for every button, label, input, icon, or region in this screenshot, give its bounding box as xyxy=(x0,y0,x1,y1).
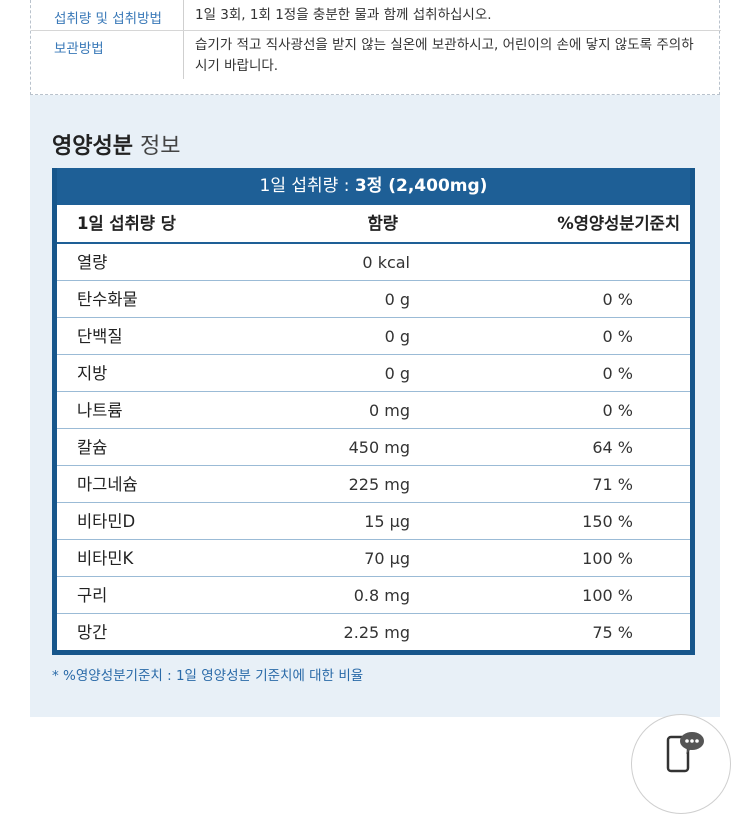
nutrient-row: 나트륨 0 mg 0 % xyxy=(57,392,690,429)
nutrient-amount: 0.8 mg xyxy=(353,586,410,605)
nutrition-column-headers: 1일 섭취량 당 함량 %영양성분기준치 xyxy=(57,205,690,244)
nutrient-row: 비타민D 15 μg 150 % xyxy=(57,503,690,540)
nutrient-row: 단백질 0 g 0 % xyxy=(57,318,690,355)
nutrient-row: 탄수화물 0 g 0 % xyxy=(57,281,690,318)
nutrient-name: 비타민K xyxy=(77,549,134,568)
info-label: 섭취량 및 섭취방법 xyxy=(54,11,162,27)
nutrient-daily-value: 0 % xyxy=(602,327,633,346)
nutrient-daily-value: 100 % xyxy=(582,586,633,605)
nutrient-row: 열량 0 kcal xyxy=(57,244,690,281)
info-value: 습기가 적고 직사광선을 받지 않는 실온에 보관하시고, 어린이의 손에 닿지… xyxy=(195,37,694,74)
serving-size-label: 1일 섭취량 : xyxy=(259,176,355,196)
nutrient-amount: 225 mg xyxy=(348,475,410,494)
nutrient-name: 단백질 xyxy=(77,327,123,346)
nutrient-name: 구리 xyxy=(77,586,108,605)
nutrient-amount: 0 mg xyxy=(368,401,410,420)
divider xyxy=(183,31,184,79)
serving-size-value: 3정 (2,400mg) xyxy=(354,176,488,196)
nutrient-daily-value: 150 % xyxy=(582,512,633,531)
daily-value-footnote: * %영양성분기준치 : 1일 영양성분 기준치에 대한 비율 xyxy=(52,668,364,684)
nutrition-heading-light: 정보 xyxy=(139,134,181,159)
nutrient-daily-value: 100 % xyxy=(582,549,633,568)
nutrient-row: 마그네슘 225 mg 71 % xyxy=(57,466,690,503)
nutrient-name: 열량 xyxy=(77,253,108,272)
nutrient-amount: 0 g xyxy=(384,364,410,383)
nutrient-amount: 0 kcal xyxy=(362,253,410,272)
nutrient-name: 마그네슘 xyxy=(77,475,138,494)
divider xyxy=(183,0,184,30)
info-label: 보관방법 xyxy=(54,41,104,57)
phone-chat-icon xyxy=(666,732,704,773)
product-info-table: 섭취량 및 섭취방법 1일 3회, 1회 1정을 충분한 물과 함께 섭취하십시… xyxy=(30,0,721,95)
nutrient-name: 지방 xyxy=(77,364,108,383)
nutrition-table: 1일 섭취량 : 3정 (2,400mg) 1일 섭취량 당 함량 %영양성분기… xyxy=(52,168,695,655)
nutrient-daily-value: 64 % xyxy=(592,438,633,457)
nutrient-amount: 15 μg xyxy=(364,512,410,531)
nutrient-name: 비타민D xyxy=(77,512,136,531)
column-header-amount: 함량 xyxy=(367,214,398,233)
nutrient-amount: 0 g xyxy=(384,290,410,309)
nutrient-daily-value: 71 % xyxy=(592,475,633,494)
nutrient-row: 비타민K 70 μg 100 % xyxy=(57,540,690,577)
nutrient-daily-value: 0 % xyxy=(602,364,633,383)
nutrition-heading-bold: 영양성분 xyxy=(52,134,133,159)
nutrient-daily-value: 0 % xyxy=(602,290,633,309)
nutrient-row: 망간 2.25 mg 75 % xyxy=(57,614,690,651)
serving-size-header: 1일 섭취량 : 3정 (2,400mg) xyxy=(57,168,690,205)
nutrient-name: 칼슘 xyxy=(77,438,108,457)
nutrient-amount: 0 g xyxy=(384,327,410,346)
nutrient-name: 탄수화물 xyxy=(77,290,138,309)
info-row-intake: 섭취량 및 섭취방법 1일 3회, 1회 1정을 충분한 물과 함께 섭취하십시… xyxy=(31,0,721,31)
nutrient-amount: 2.25 mg xyxy=(343,623,410,642)
nutrient-name: 망간 xyxy=(77,623,108,642)
column-header-per-serving: 1일 섭취량 당 xyxy=(77,214,176,233)
nutrient-amount: 450 mg xyxy=(348,438,410,457)
chat-contact-button[interactable] xyxy=(631,714,731,814)
nutrient-row: 구리 0.8 mg 100 % xyxy=(57,577,690,614)
nutrient-amount: 70 μg xyxy=(364,549,410,568)
nutrient-row: 지방 0 g 0 % xyxy=(57,355,690,392)
nutrient-name: 나트륨 xyxy=(77,401,123,420)
column-header-daily-value: %영양성분기준치 xyxy=(557,214,680,233)
nutrient-row: 칼슘 450 mg 64 % xyxy=(57,429,690,466)
nutrition-heading: 영양성분 정보 xyxy=(52,128,180,160)
info-row-storage: 보관방법 습기가 적고 직사광선을 받지 않는 실온에 보관하시고, 어린이의 … xyxy=(31,31,721,79)
nutrient-daily-value: 75 % xyxy=(592,623,633,642)
product-detail-panel: 섭취량 및 섭취방법 1일 3회, 1회 1정을 충분한 물과 함께 섭취하십시… xyxy=(30,0,721,717)
info-value: 1일 3회, 1회 1정을 충분한 물과 함께 섭취하십시오. xyxy=(195,7,492,23)
nutrient-daily-value: 0 % xyxy=(602,401,633,420)
